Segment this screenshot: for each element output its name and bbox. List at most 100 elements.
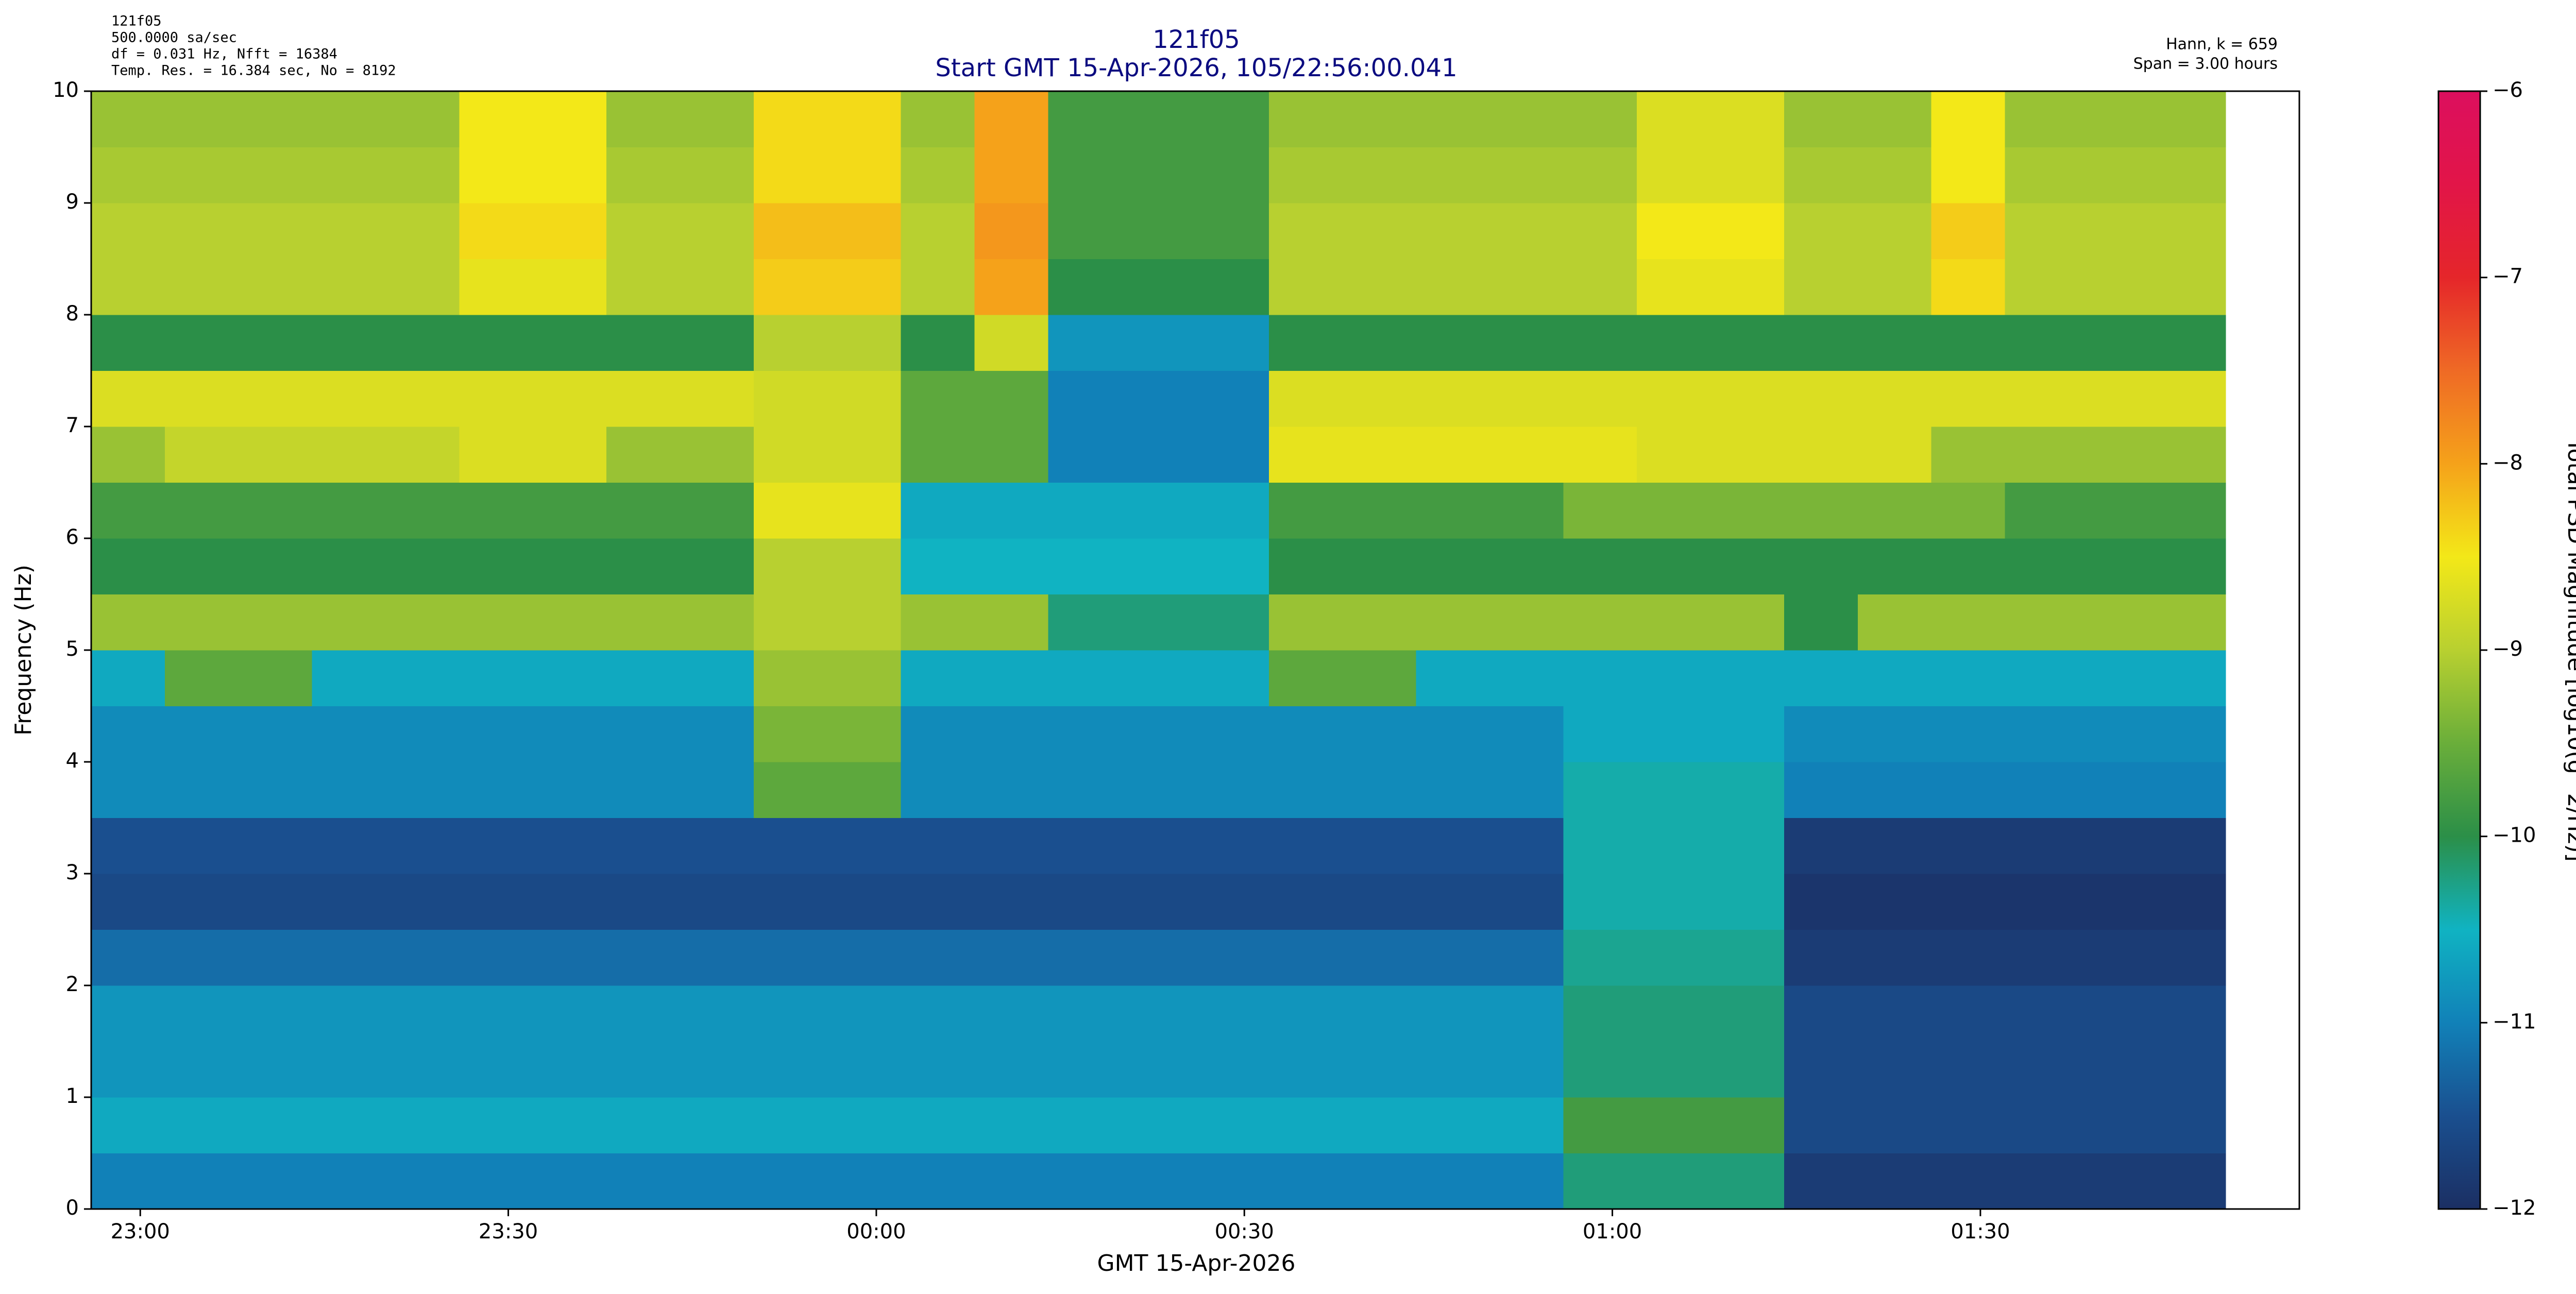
heatmap-cell <box>238 315 313 371</box>
heatmap-cell <box>1931 929 2006 986</box>
heatmap-cell <box>459 1097 533 1153</box>
heatmap-cell <box>1563 370 1637 427</box>
heatmap-cell <box>1195 1097 1269 1153</box>
heatmap-cell <box>164 370 239 427</box>
heatmap-cell <box>385 370 460 427</box>
heatmap-cell <box>1857 315 1932 371</box>
heatmap-cell <box>1931 1041 2006 1098</box>
x-tick-label: 23:30 <box>479 1220 538 1244</box>
heatmap-cell <box>1931 874 2006 930</box>
colorbar-label: Total PSD Magnitude [log10(g^2/Hz)] <box>2563 438 2576 862</box>
heatmap-cell <box>238 91 313 147</box>
heatmap-cell <box>91 91 165 147</box>
heatmap-cell <box>385 818 460 874</box>
heatmap-cell <box>1342 1041 1417 1098</box>
heatmap-cell <box>2005 650 2079 706</box>
heatmap-cell <box>901 874 975 930</box>
heatmap-cell <box>91 482 165 539</box>
heatmap-cell <box>2078 370 2153 427</box>
heatmap-cell <box>1784 818 1858 874</box>
heatmap-cell <box>1489 91 1564 147</box>
heatmap-cell <box>1637 818 1711 874</box>
heatmap-cell <box>312 1041 386 1098</box>
heatmap-cell <box>1122 91 1196 147</box>
heatmap-cell <box>1563 1041 1637 1098</box>
heatmap-cell <box>312 762 386 818</box>
heatmap-cell <box>1342 315 1417 371</box>
heatmap-cell <box>238 1097 313 1153</box>
heatmap-cell <box>1268 370 1343 427</box>
heatmap-cell <box>238 538 313 594</box>
heatmap-cell <box>753 1097 828 1153</box>
heatmap-cell <box>2152 985 2226 1042</box>
heatmap-cell <box>606 762 681 818</box>
x-axis-label: GMT 15-Apr-2026 <box>1097 1250 1296 1276</box>
heatmap-cell <box>1342 762 1417 818</box>
heatmap-cell <box>1342 706 1417 762</box>
y-tick-label: 2 <box>66 973 79 996</box>
heatmap-cell <box>312 370 386 427</box>
heatmap-cell <box>1195 1041 1269 1098</box>
heatmap-cell <box>1931 818 2006 874</box>
heatmap-cell <box>680 985 754 1042</box>
heatmap-cell <box>1122 315 1196 371</box>
heatmap-cell <box>1784 427 1858 483</box>
heatmap-cell <box>827 538 902 594</box>
heatmap-cell <box>2078 650 2153 706</box>
heatmap-cell <box>2005 594 2079 651</box>
heatmap-cell <box>1857 929 1932 986</box>
heatmap-cell <box>1931 538 2006 594</box>
heatmap-cell <box>1268 482 1343 539</box>
heatmap-cell <box>1268 594 1343 651</box>
heatmap-cell <box>1784 985 1858 1042</box>
heatmap-cell <box>1563 538 1637 594</box>
heatmap-cell <box>385 147 460 203</box>
heatmap-cell <box>459 929 533 986</box>
heatmap-cell <box>385 203 460 259</box>
heatmap-cell <box>1784 929 1858 986</box>
heatmap-cell <box>1637 1097 1711 1153</box>
heatmap-cell <box>1931 594 2006 651</box>
heatmap-cell <box>1195 594 1269 651</box>
heatmap-cell <box>2078 259 2153 315</box>
heatmap-cell <box>1122 203 1196 259</box>
heatmap-cell <box>1563 91 1637 147</box>
heatmap-cell <box>164 762 239 818</box>
heatmap-cell <box>1931 315 2006 371</box>
heatmap-cell <box>1195 427 1269 483</box>
heatmap-cell <box>1637 427 1711 483</box>
heatmap-cell <box>1710 1041 1785 1098</box>
heatmap-cell <box>1416 929 1490 986</box>
heatmap-cell <box>1416 147 1490 203</box>
heatmap-cell <box>1637 929 1711 986</box>
heatmap-cell <box>1637 762 1711 818</box>
heatmap-cell <box>385 874 460 930</box>
y-tick-label: 6 <box>66 525 79 549</box>
heatmap-cell <box>2078 818 2153 874</box>
heatmap-cell <box>238 594 313 651</box>
heatmap-cell <box>1416 594 1490 651</box>
heatmap-cell <box>1268 1041 1343 1098</box>
heatmap-cell <box>1563 1097 1637 1153</box>
heatmap-cell <box>753 594 828 651</box>
heatmap-cell <box>1122 1153 1196 1210</box>
heatmap-cell <box>680 482 754 539</box>
heatmap-cell <box>533 762 607 818</box>
heatmap-cell <box>1048 818 1122 874</box>
colorbar-tick-label: −12 <box>2493 1196 2536 1220</box>
heatmap-cell <box>1122 650 1196 706</box>
heatmap-cell <box>1122 538 1196 594</box>
heatmap-cell <box>1268 985 1343 1042</box>
heatmap-cell <box>459 985 533 1042</box>
heatmap-cell <box>1857 538 1932 594</box>
heatmap-cell <box>1195 762 1269 818</box>
heatmap-cell <box>1857 147 1932 203</box>
heatmap-cell <box>1784 1097 1858 1153</box>
heatmap-cell <box>1195 259 1269 315</box>
heatmap-cell <box>312 315 386 371</box>
heatmap-cell <box>2152 538 2226 594</box>
heatmap-cell <box>1637 91 1711 147</box>
heatmap-cell <box>606 482 681 539</box>
heatmap-cell <box>606 259 681 315</box>
heatmap-cell <box>680 706 754 762</box>
